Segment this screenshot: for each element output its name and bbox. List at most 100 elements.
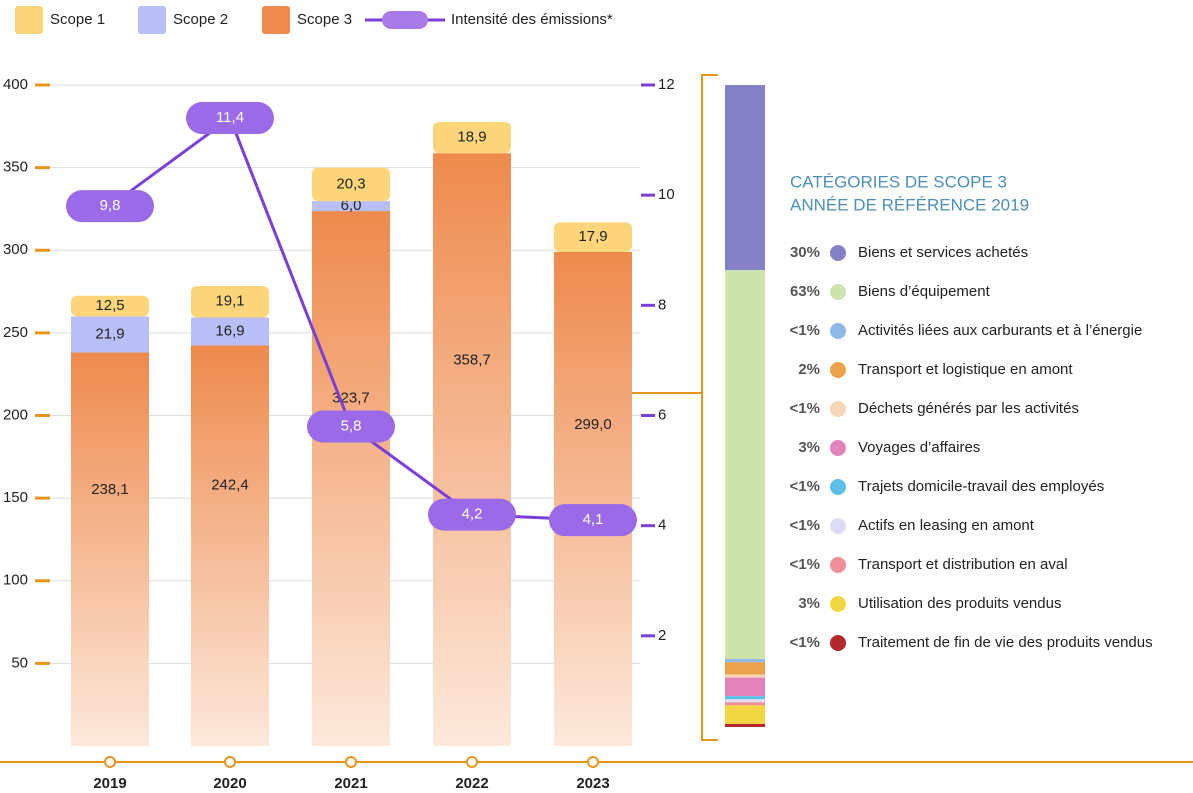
category-segment (725, 699, 765, 703)
category-segment (725, 662, 765, 675)
panel-subtitle: ANNÉE DE RÉFÉRENCE 2019 (790, 195, 1029, 214)
panel-title: CATÉGORIES DE SCOPE 3 (790, 172, 1007, 191)
category-label: Activités liées aux carburants et à l’én… (858, 322, 1142, 339)
value-label: 6,0 (341, 197, 362, 214)
category-label: Traitement de fin de vie des produits ve… (858, 634, 1153, 651)
legend-swatch (138, 6, 166, 34)
category-label: Biens et services achetés (858, 244, 1028, 261)
category-segment (725, 677, 765, 697)
bar-segment (191, 345, 269, 746)
y-tick-label: 400 (3, 76, 28, 93)
category-percent: <1% (790, 634, 820, 651)
category-percent: 30% (790, 244, 820, 261)
intensity-pill (549, 504, 637, 537)
category-dot (830, 362, 846, 378)
category-percent: 2% (798, 361, 820, 378)
category-dot (830, 557, 846, 573)
category-percent: <1% (790, 322, 820, 339)
legend-swatch (15, 6, 43, 34)
intensity-label: 9,8 (100, 197, 121, 214)
category-segment (725, 705, 765, 724)
x-tick (104, 756, 116, 768)
value-label: 21,9 (95, 325, 124, 342)
bar-segment (312, 167, 390, 202)
bar-segment (554, 251, 632, 746)
bar-segment (554, 222, 632, 252)
intensity-label: 4,1 (583, 511, 604, 528)
y-tick-label: 200 (3, 406, 28, 423)
legend-swatch (262, 6, 290, 34)
bracket (628, 74, 718, 741)
bar-segment (71, 316, 149, 353)
category-dot (830, 245, 846, 261)
value-label: 17,9 (578, 228, 607, 245)
value-label: 299,0 (574, 416, 612, 433)
category-dot (830, 440, 846, 456)
category-label: Utilisation des produits vendus (858, 595, 1061, 612)
x-tick-label: 2022 (455, 775, 488, 792)
category-label: Actifs en leasing en amont (858, 517, 1035, 534)
category-dot (830, 479, 846, 495)
intensity-pill (186, 102, 274, 135)
y-tick-label: 100 (3, 572, 28, 589)
y2-tick-label: 10 (658, 186, 675, 203)
intensity-pill (66, 190, 154, 223)
category-segment (725, 270, 765, 660)
value-label: 18,9 (457, 129, 486, 146)
intensity-label: 5,8 (341, 417, 362, 434)
category-dot (830, 284, 846, 300)
value-label: 238,1 (91, 481, 129, 498)
category-percent: 3% (798, 439, 820, 456)
x-tick (587, 756, 599, 768)
value-label: 16,9 (215, 322, 244, 339)
category-segment (725, 674, 765, 678)
bar-segment (433, 122, 511, 154)
bar-segment (312, 211, 390, 746)
x-tick-label: 2019 (93, 775, 126, 792)
bar-segment (312, 201, 390, 212)
value-label: 20,3 (336, 175, 365, 192)
value-label: 358,7 (453, 352, 491, 369)
y-tick-label: 350 (3, 159, 28, 176)
category-segment (725, 723, 765, 727)
x-tick-label: 2023 (576, 775, 609, 792)
legend-label: Scope 2 (173, 11, 228, 28)
y2-tick-label: 12 (658, 76, 675, 93)
value-label: 12,5 (95, 297, 124, 314)
x-tick-label: 2021 (334, 775, 367, 792)
category-percent: <1% (790, 478, 820, 495)
x-tick (345, 756, 357, 768)
category-segment (725, 85, 765, 271)
intensity-pill (428, 498, 516, 531)
x-tick (466, 756, 478, 768)
y-tick-label: 150 (3, 489, 28, 506)
legend-pill (382, 11, 428, 29)
bar-segment (71, 352, 149, 746)
category-segment (725, 702, 765, 706)
intensity-label: 11,4 (216, 109, 244, 126)
y-tick-label: 50 (11, 654, 28, 671)
y2-tick-label: 6 (658, 406, 666, 423)
category-segment (725, 659, 765, 663)
category-label: Déchets générés par les activités (858, 400, 1079, 417)
y2-tick-label: 2 (658, 627, 666, 644)
category-dot (830, 518, 846, 534)
y2-tick-label: 4 (658, 517, 666, 534)
category-dot (830, 596, 846, 612)
category-percent: <1% (790, 556, 820, 573)
legend-label: Intensité des émissions* (451, 11, 613, 28)
y-tick-label: 300 (3, 241, 28, 258)
y-tick-label: 250 (3, 324, 28, 341)
category-percent: 3% (798, 595, 820, 612)
intensity-label: 4,2 (462, 506, 483, 523)
category-percent: <1% (790, 517, 820, 534)
category-dot (830, 323, 846, 339)
category-label: Biens d’équipement (858, 283, 991, 300)
bar-segment (433, 153, 511, 747)
legend-label: Scope 1 (50, 11, 105, 28)
category-label: Voyages d’affaires (858, 439, 980, 456)
intensity-pill (307, 410, 395, 443)
category-label: Trajets domicile-travail des employés (858, 478, 1104, 495)
category-dot (830, 401, 846, 417)
